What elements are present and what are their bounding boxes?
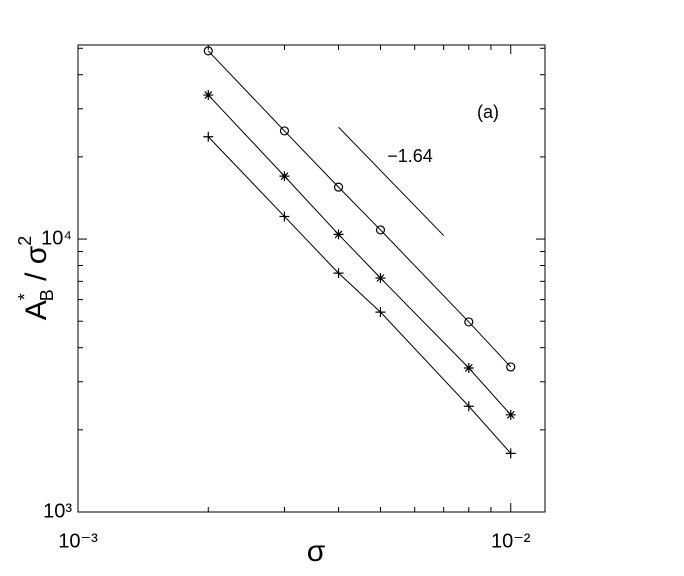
marker — [505, 448, 516, 459]
y-label-part: 2 — [15, 236, 35, 246]
plot-frame — [77, 44, 546, 513]
y-tick-label: 10³ — [43, 500, 72, 522]
marker — [375, 272, 386, 283]
marker — [505, 409, 516, 420]
marker — [279, 126, 290, 136]
x-axis-label: σ — [307, 535, 326, 568]
reference-line — [338, 126, 445, 236]
y-tick-label: 10⁴ — [41, 227, 72, 249]
marker — [464, 317, 474, 327]
marker — [463, 362, 474, 373]
y-label-part: B — [37, 289, 57, 301]
y-label-part: * — [15, 293, 35, 300]
marker — [333, 182, 344, 192]
marker — [506, 362, 516, 372]
y-label-part: A — [20, 300, 53, 320]
marker — [375, 307, 386, 318]
marker — [333, 229, 344, 240]
reference-label: −1.64 — [387, 146, 433, 166]
panel-label: (a) — [477, 102, 499, 122]
marker — [463, 401, 474, 412]
series-line — [207, 50, 512, 368]
marker — [203, 90, 214, 101]
y-label-part: / σ — [20, 245, 53, 289]
x-tick-label: 10⁻³ — [58, 530, 98, 552]
marker — [333, 268, 344, 279]
marker — [203, 131, 214, 142]
series-line — [207, 94, 512, 416]
marker — [279, 171, 290, 182]
marker — [203, 46, 213, 56]
marker — [279, 211, 290, 222]
marker — [375, 225, 386, 235]
y-axis-label: A* B / σ2 — [15, 236, 57, 321]
x-tick-label: 10⁻² — [491, 530, 531, 552]
series-line — [207, 136, 512, 454]
